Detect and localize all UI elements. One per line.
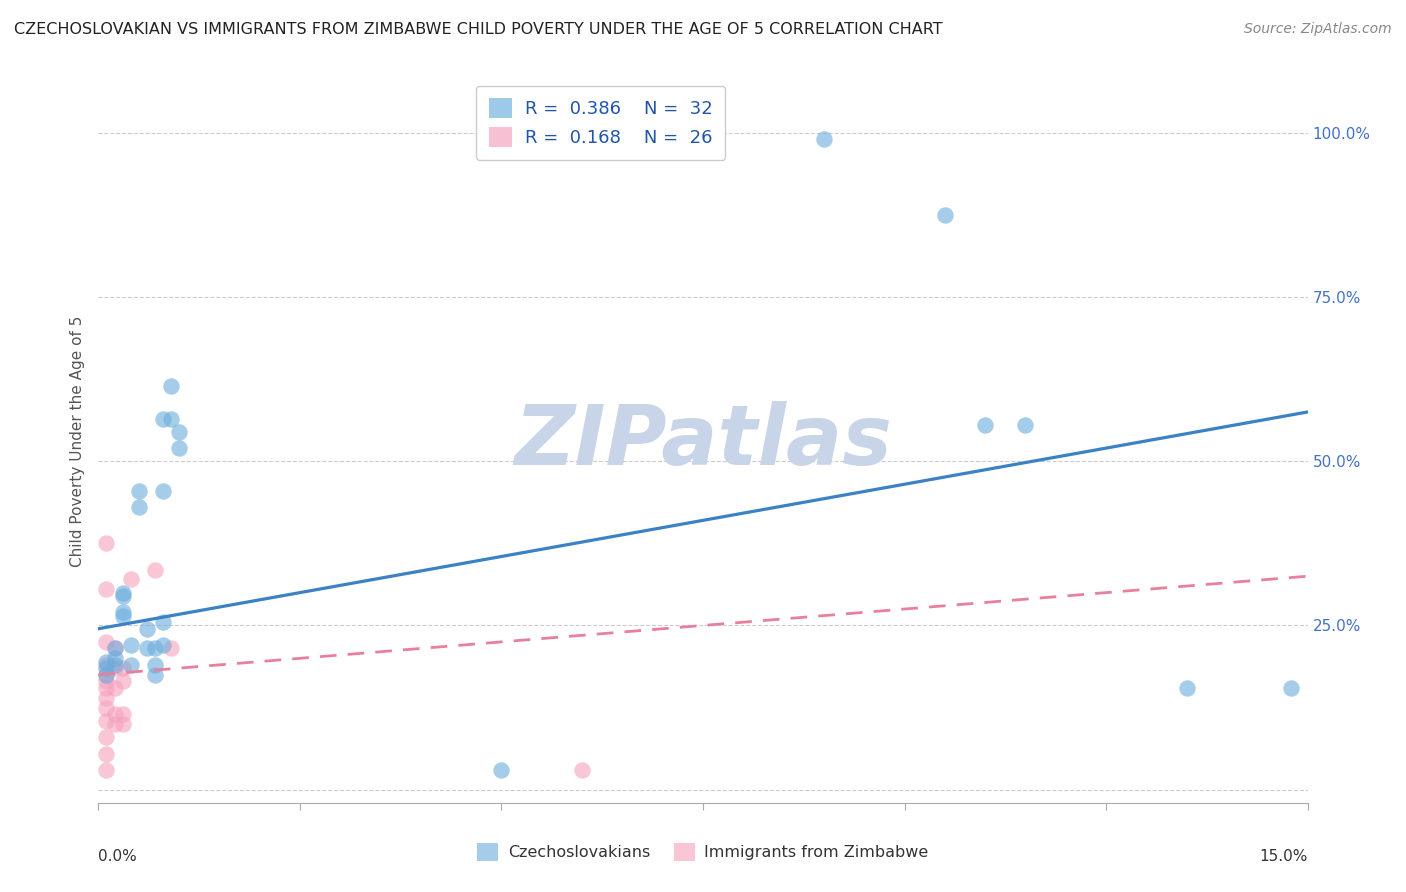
Point	[96, 661, 118, 675]
Point	[571, 763, 593, 777]
Point	[96, 681, 118, 695]
Point	[103, 641, 125, 656]
Text: 0.0%: 0.0%	[98, 849, 138, 863]
Point	[128, 500, 150, 515]
Point	[167, 425, 190, 439]
Point	[103, 707, 125, 722]
Point	[96, 747, 118, 761]
Point	[96, 536, 118, 550]
Point	[167, 441, 190, 455]
Point	[934, 208, 956, 222]
Point	[96, 674, 118, 689]
Point	[96, 655, 118, 669]
Point	[96, 667, 118, 681]
Point	[152, 615, 174, 630]
Point	[152, 483, 174, 498]
Point	[111, 674, 134, 689]
Point	[96, 700, 118, 714]
Point	[111, 661, 134, 675]
Point	[111, 608, 134, 623]
Point	[143, 641, 166, 656]
Point	[120, 638, 142, 652]
Point	[103, 641, 125, 656]
Point	[111, 707, 134, 722]
Point	[974, 418, 997, 433]
Point	[96, 657, 118, 672]
Point	[491, 763, 513, 777]
Point	[103, 681, 125, 695]
Point	[813, 132, 835, 146]
Point	[160, 411, 183, 425]
Point	[1175, 681, 1198, 695]
Point	[128, 483, 150, 498]
Point	[160, 378, 183, 392]
Point	[103, 657, 125, 672]
Legend: Czechoslovakians, Immigrants from Zimbabwe: Czechoslovakians, Immigrants from Zimbab…	[471, 837, 935, 867]
Point	[152, 411, 174, 425]
Point	[96, 635, 118, 649]
Point	[143, 667, 166, 681]
Point	[135, 622, 157, 636]
Point	[96, 582, 118, 597]
Y-axis label: Child Poverty Under the Age of 5: Child Poverty Under the Age of 5	[69, 316, 84, 567]
Point	[96, 730, 118, 744]
Point	[103, 717, 125, 731]
Point	[103, 661, 125, 675]
Text: CZECHOSLOVAKIAN VS IMMIGRANTS FROM ZIMBABWE CHILD POVERTY UNDER THE AGE OF 5 COR: CZECHOSLOVAKIAN VS IMMIGRANTS FROM ZIMBA…	[14, 22, 942, 37]
Point	[111, 589, 134, 603]
Point	[96, 763, 118, 777]
Point	[103, 651, 125, 665]
Point	[111, 717, 134, 731]
Point	[96, 667, 118, 681]
Text: 15.0%: 15.0%	[1260, 849, 1308, 863]
Point	[96, 714, 118, 728]
Point	[152, 638, 174, 652]
Point	[120, 573, 142, 587]
Point	[160, 641, 183, 656]
Point	[120, 657, 142, 672]
Text: ZIPatlas: ZIPatlas	[515, 401, 891, 482]
Point	[1281, 681, 1303, 695]
Point	[96, 690, 118, 705]
Text: Source: ZipAtlas.com: Source: ZipAtlas.com	[1244, 22, 1392, 37]
Point	[143, 563, 166, 577]
Point	[135, 641, 157, 656]
Point	[1014, 418, 1036, 433]
Point	[143, 657, 166, 672]
Point	[111, 605, 134, 619]
Point	[111, 585, 134, 599]
